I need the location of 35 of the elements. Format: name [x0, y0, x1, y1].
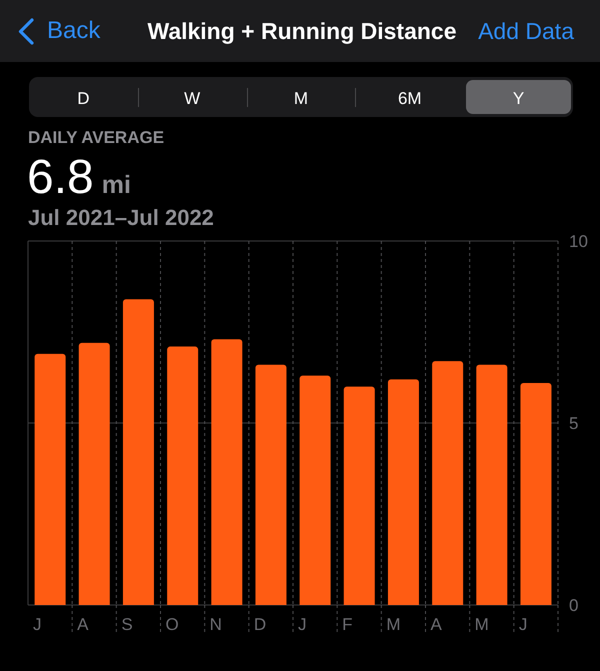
x-tick-label: J: [298, 615, 306, 634]
bar: [476, 364, 508, 605]
bar: [122, 299, 154, 605]
x-tick-label: S: [121, 615, 133, 634]
bar: [211, 339, 242, 605]
bar: [255, 364, 286, 605]
x-tick-label: A: [430, 615, 442, 634]
text: DAILY AVERAGE: [28, 128, 164, 147]
text: Back: [47, 17, 100, 44]
text: mi: [102, 171, 131, 199]
bar: [78, 342, 110, 605]
x-tick-label: A: [77, 615, 90, 634]
text: Add Data: [478, 18, 574, 44]
x-tick-label: J: [518, 615, 528, 634]
bar: [432, 361, 464, 605]
x-tick-label: M: [386, 615, 401, 634]
x-tick-label: D: [254, 615, 266, 634]
x-tick-label: F: [342, 615, 353, 634]
segmented-control: D W M 6M Y: [29, 77, 573, 117]
x-tick-label: M: [474, 615, 489, 634]
y-tick-label: 0: [569, 596, 578, 616]
chart-title: Walking + Running Distance: [147, 18, 457, 44]
y-tick-label: 10: [569, 232, 588, 252]
bar: [388, 379, 419, 605]
bar: [167, 346, 198, 605]
x-tick-label: O: [166, 615, 179, 634]
chart-subtitle: Jul 2021–Jul 2022: [28, 205, 214, 230]
x-tick-label: N: [210, 615, 222, 634]
x-tick-label: J: [33, 615, 42, 634]
text: 6.8: [27, 151, 94, 204]
bar: [34, 354, 66, 605]
y-tick-label: 5: [569, 414, 578, 434]
bar: [520, 382, 552, 605]
bar: [300, 376, 331, 605]
bar: [344, 386, 375, 605]
